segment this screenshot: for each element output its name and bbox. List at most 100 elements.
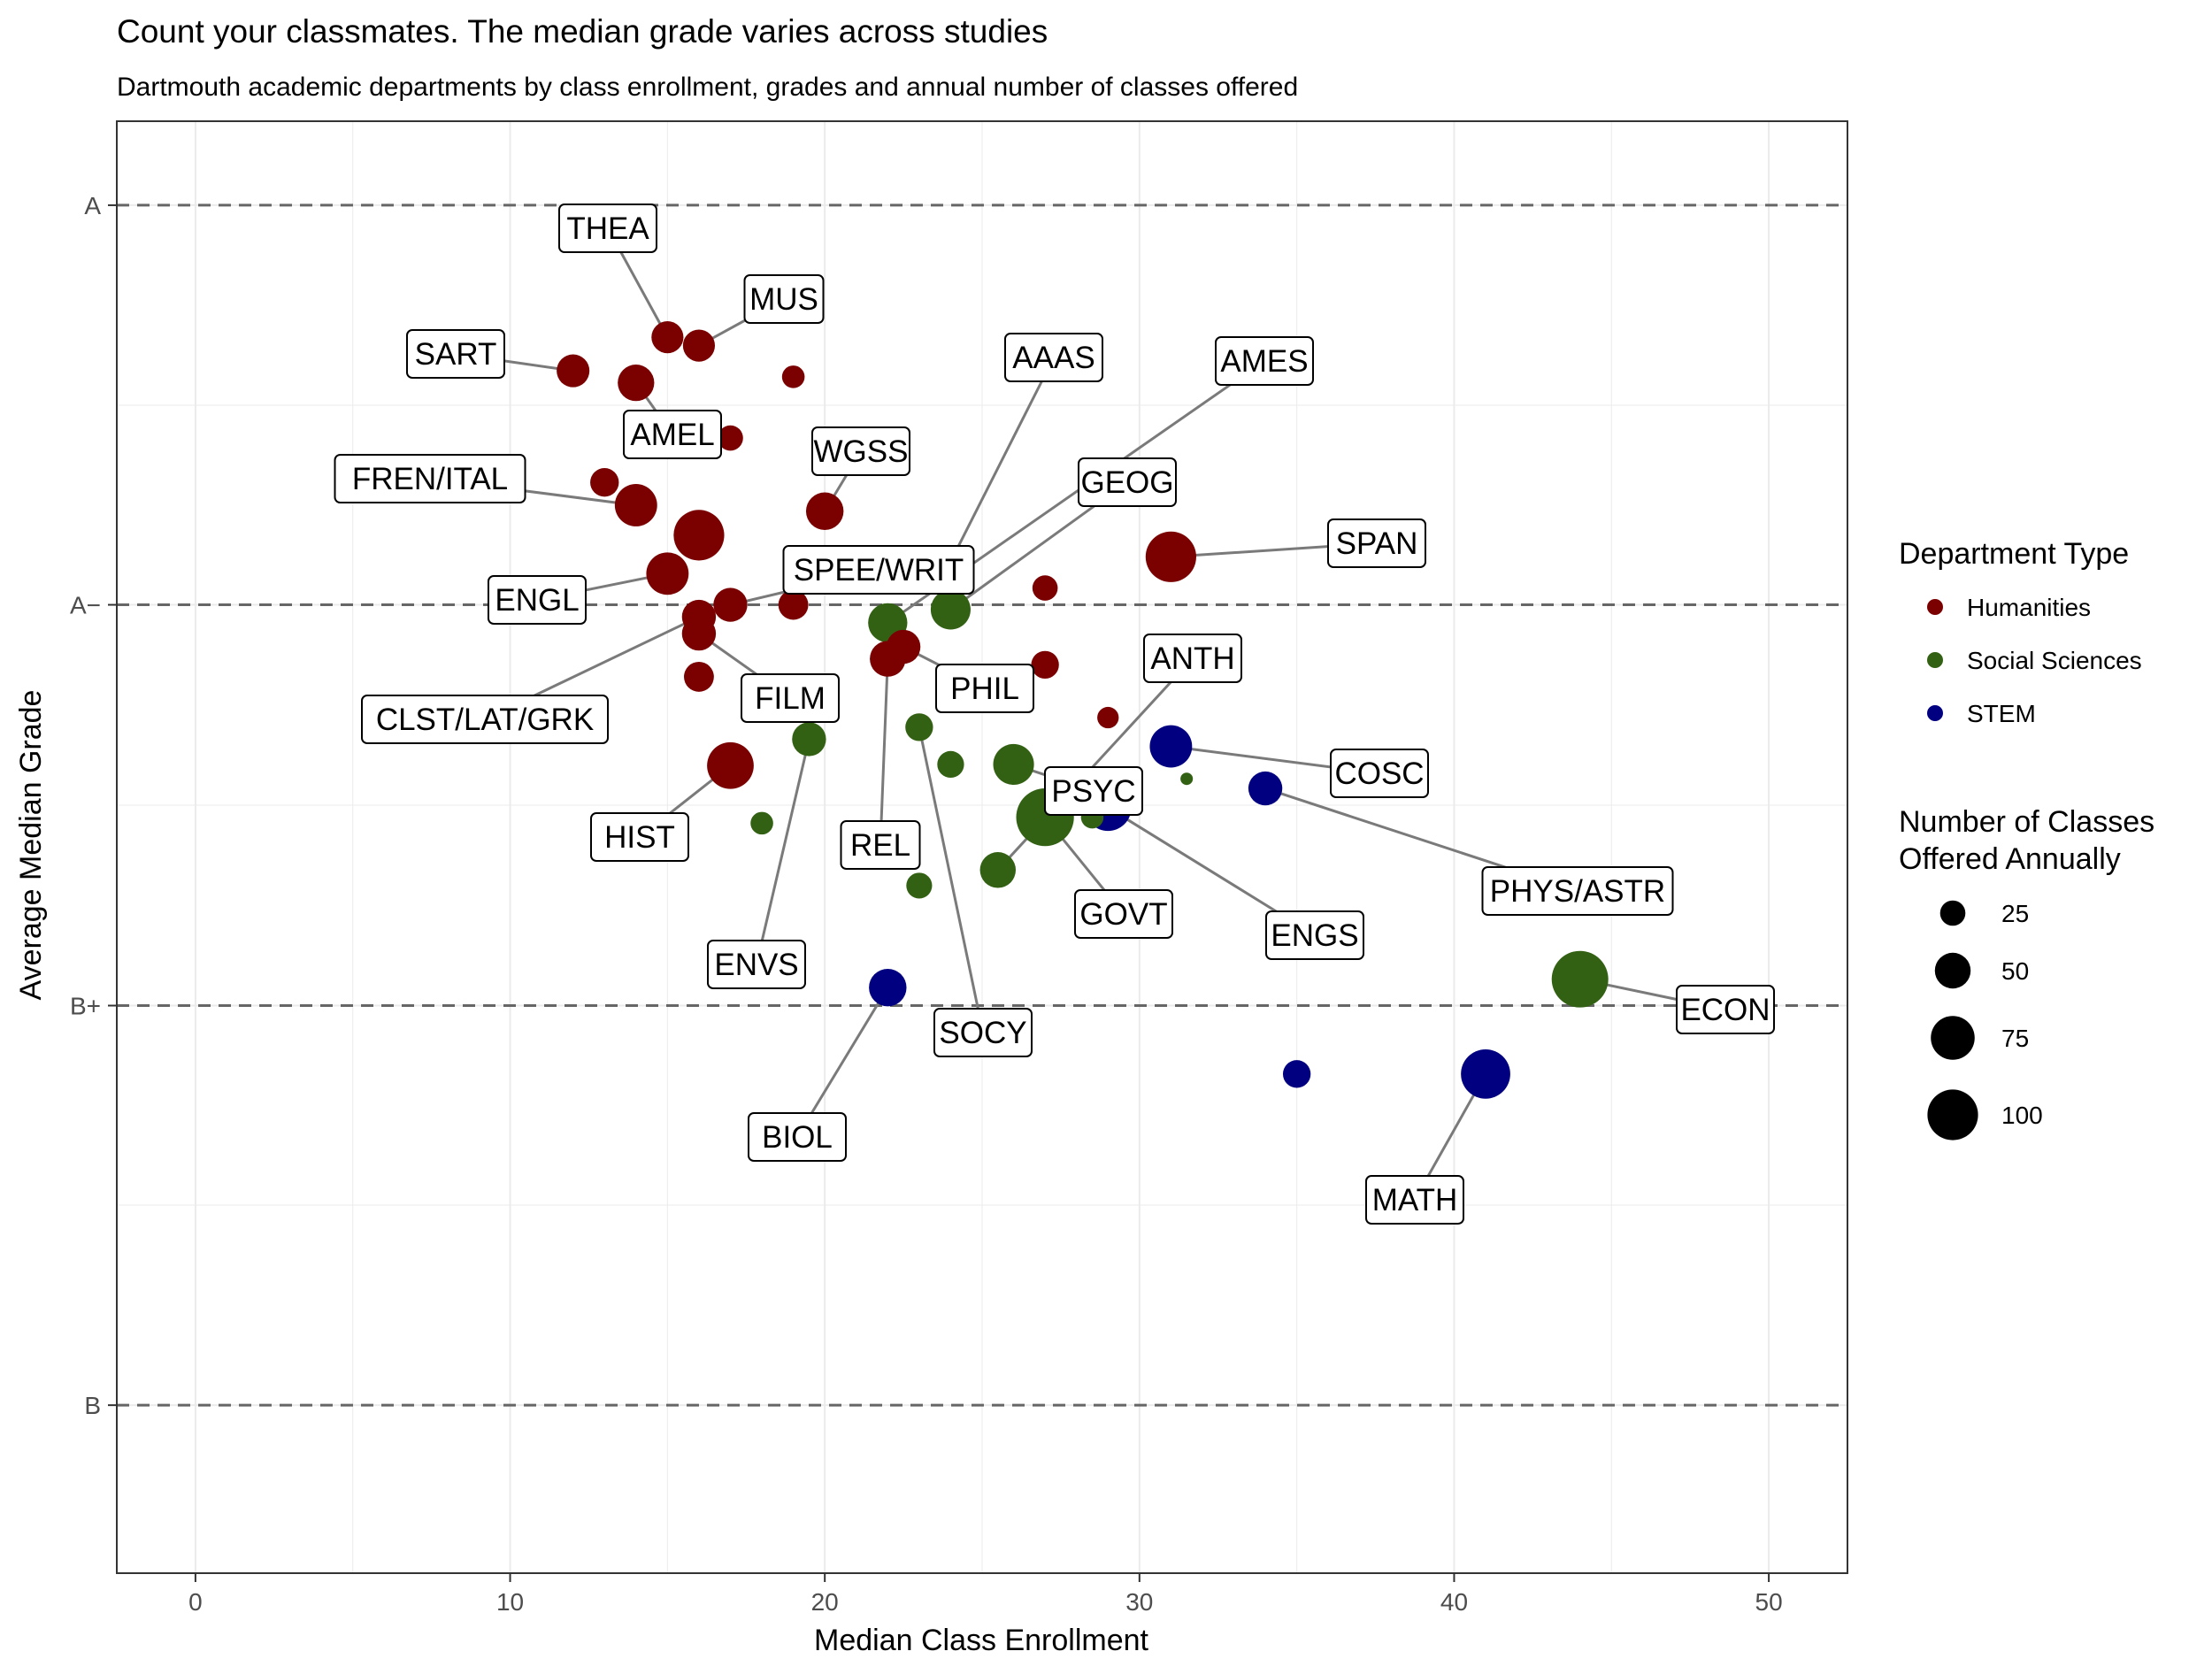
label-text: SPEE/WRIT (794, 553, 964, 588)
label-text: HIST (604, 820, 675, 855)
point-socy (905, 713, 933, 741)
x-tick-label: 50 (1755, 1588, 1783, 1616)
legend-color-key (1927, 652, 1943, 668)
label-text: ENGL (495, 583, 579, 618)
legend-color-key (1927, 599, 1943, 615)
point (1032, 575, 1058, 601)
point-phys-astr (1248, 771, 1283, 806)
label-span: SPAN (1327, 518, 1426, 568)
label-text: MATH (1372, 1183, 1458, 1217)
label-sart: SART (406, 329, 505, 379)
label-fren-ital: FREN/ITAL (334, 454, 526, 503)
point (673, 510, 725, 561)
label-aaas: AAAS (1004, 333, 1103, 382)
label-text: THEA (566, 211, 649, 246)
point-psyc (993, 743, 1034, 785)
legend-size-title-line2: Offered Annually (1899, 842, 2121, 876)
label-cosc: COSC (1330, 749, 1429, 798)
label-text: PHIL (950, 672, 1019, 706)
label-box (840, 820, 921, 870)
label-box (1143, 634, 1242, 683)
label-text: ENVS (714, 948, 798, 982)
label-amel: AMEL (623, 410, 722, 459)
label-econ: ECON (1676, 985, 1775, 1034)
label-text: PSYC (1051, 774, 1135, 809)
y-tick-label: A (84, 192, 101, 219)
label-box (741, 673, 840, 723)
label-box (707, 940, 806, 989)
label-text: FILM (755, 681, 826, 716)
x-axis-title: Median Class Enrollment (814, 1624, 1148, 1657)
legend-color-label: Humanities (1967, 594, 2091, 621)
point-geog (930, 589, 971, 630)
label-math: MATH (1365, 1175, 1464, 1225)
point-econ (1551, 950, 1609, 1008)
label-box (361, 695, 609, 744)
label-box (1365, 1175, 1464, 1225)
point (781, 365, 805, 388)
label-text: BIOL (762, 1120, 833, 1155)
x-tick-label: 10 (496, 1588, 524, 1616)
label-box (933, 1008, 1033, 1057)
reference-lines (117, 204, 1847, 1407)
axes: 0 10 20 30 40 50 A A− B+ B (70, 192, 1783, 1616)
label-box (334, 454, 526, 503)
label-thea: THEA (558, 204, 657, 253)
legend-size-label: 25 (2001, 900, 2029, 927)
label-box (811, 426, 910, 476)
point-math (1461, 1048, 1510, 1099)
chart-subtitle: Dartmouth academic departments by class … (117, 73, 1298, 102)
label-text: SPAN (1336, 526, 1418, 561)
point-spee-writ (713, 588, 748, 622)
label-box (1004, 333, 1103, 382)
label-hist: HIST (590, 812, 689, 862)
label-rel: REL (840, 820, 921, 870)
label-text: ENGS (1271, 918, 1358, 953)
label-engs: ENGS (1265, 910, 1364, 960)
label-text: WGSS (814, 434, 909, 469)
label-text: FREN/ITAL (352, 462, 508, 496)
label-text: SOCY (939, 1016, 1026, 1050)
point-amel (618, 365, 655, 402)
legend-size-label: 100 (2001, 1102, 2043, 1129)
label-text: CLST/LAT/GRK (376, 703, 594, 737)
point-sart (557, 354, 590, 388)
leader-line-biol (795, 987, 889, 1138)
label-box (1265, 910, 1364, 960)
leader-line-envs (755, 739, 810, 965)
point-biol (869, 968, 907, 1007)
legend-size-label: 50 (2001, 957, 2029, 985)
label-geog: GEOG (1078, 457, 1177, 507)
y-tick-label: A− (70, 592, 101, 619)
data-points (557, 321, 1609, 1099)
label-text: MUS (749, 282, 818, 317)
leader-line-aaas (949, 357, 1056, 563)
chart-title: Count your classmates. The median grade … (117, 13, 1048, 50)
point-envs (792, 722, 826, 757)
x-tick-label: 20 (811, 1588, 839, 1616)
legend-size-key (1931, 1016, 1975, 1060)
label-wgss: WGSS (811, 426, 910, 476)
leader-line-socy (918, 726, 985, 1033)
point-cosc (1149, 725, 1193, 768)
point (1097, 706, 1119, 729)
legend-color-title: Department Type (1899, 537, 2129, 571)
label-box (1327, 518, 1426, 568)
label-text: PHYS/ASTR (1490, 874, 1665, 909)
label-box (1676, 985, 1775, 1034)
legend-size-key (1927, 1089, 1978, 1141)
point (1180, 772, 1194, 786)
label-phil: PHIL (935, 664, 1034, 713)
label-box (1078, 457, 1177, 507)
point-hist (707, 741, 754, 789)
label-box (1330, 749, 1429, 798)
leader-line-rel (879, 658, 889, 846)
label-box (590, 812, 689, 862)
point (684, 661, 714, 692)
point-phil (886, 629, 921, 664)
label-box (488, 575, 587, 625)
point-labels: THEA MUS SART AMEL FREN/ITAL WGSS AAAS SPAN ENGL… (334, 204, 1775, 1225)
point (906, 872, 933, 899)
label-text: ECON (1680, 993, 1770, 1027)
label-clst-lat-grk: CLST/LAT/GRK (361, 695, 609, 744)
